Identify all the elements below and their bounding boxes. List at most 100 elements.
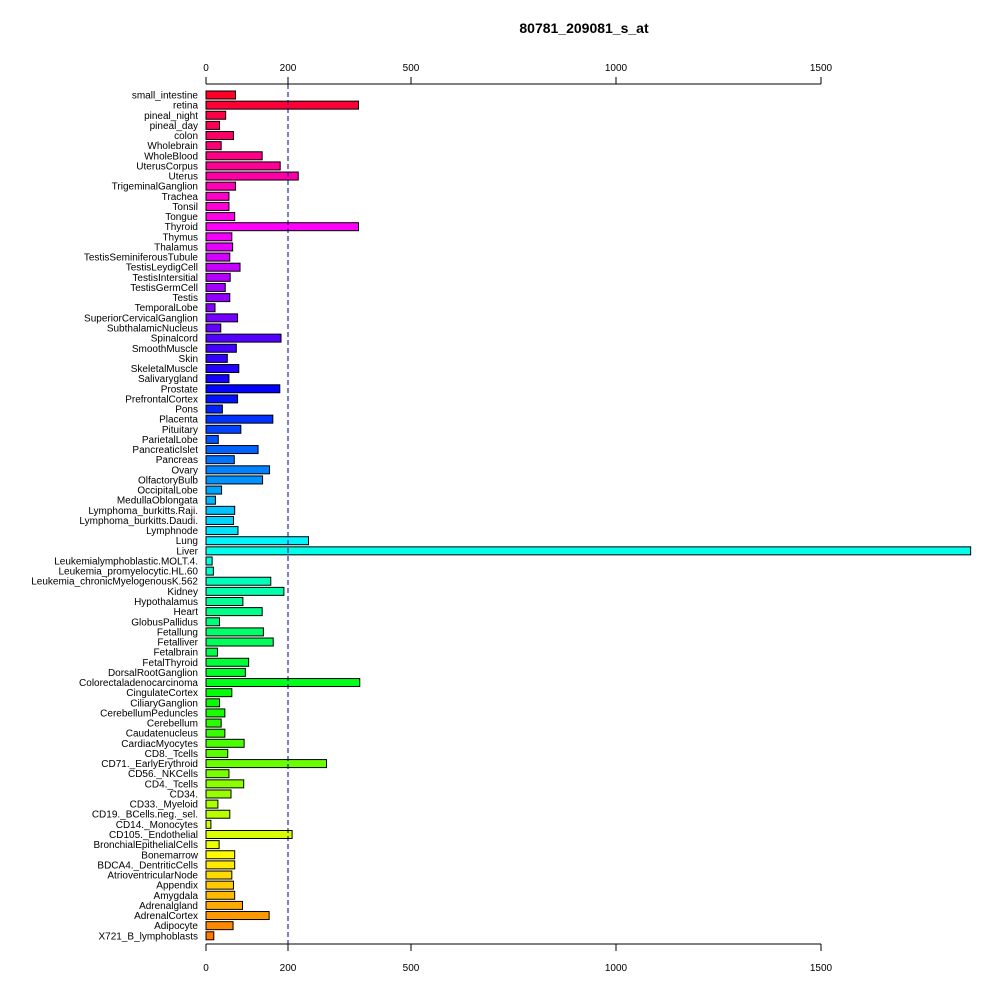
bar bbox=[205, 637, 274, 647]
category-label: CD14._Monocytes bbox=[116, 820, 198, 831]
category-label: pineal_day bbox=[150, 121, 198, 132]
bar bbox=[205, 110, 227, 120]
bar bbox=[205, 333, 282, 343]
category-label: AtrioventricularNode bbox=[107, 871, 198, 882]
category-label: Tonsil bbox=[172, 202, 198, 213]
category-label: TestisGermCell bbox=[130, 283, 198, 294]
category-label: retina bbox=[173, 101, 198, 112]
bar bbox=[205, 232, 233, 242]
tick-label: 1500 bbox=[810, 63, 833, 74]
tick-label: 500 bbox=[403, 963, 420, 974]
category-label: Lymphnode bbox=[146, 526, 198, 537]
bar bbox=[205, 698, 221, 708]
bar-series bbox=[205, 90, 972, 941]
category-label: OlfactoryBulb bbox=[138, 475, 198, 486]
category-label: CD71._EarlyErythroid bbox=[101, 759, 198, 770]
bar bbox=[205, 627, 264, 637]
category-label: SubthalamicNucleus bbox=[107, 323, 198, 334]
bar bbox=[205, 900, 243, 910]
category-label: CerebellumPeduncles bbox=[100, 708, 198, 719]
category-label: Amygdala bbox=[154, 891, 199, 902]
bar bbox=[205, 556, 213, 566]
category-label: Hypothalamus bbox=[134, 597, 198, 608]
bar bbox=[205, 678, 361, 688]
bar bbox=[205, 819, 212, 829]
category-label: Thyroid bbox=[165, 222, 198, 233]
category-label: Pituitary bbox=[162, 425, 198, 436]
category-label: Testis bbox=[172, 293, 198, 304]
bar bbox=[205, 141, 222, 151]
bar bbox=[205, 171, 299, 181]
bar bbox=[205, 374, 230, 384]
bar bbox=[205, 505, 236, 515]
chart-title: 80781_209081_s_at bbox=[519, 20, 649, 36]
category-label: pineal_night bbox=[144, 111, 198, 122]
category-label: TrigeminalGanglion bbox=[112, 182, 198, 193]
category-label: Lung bbox=[176, 536, 198, 547]
bar bbox=[205, 272, 231, 282]
bar bbox=[205, 90, 237, 100]
category-label: Appendix bbox=[156, 881, 198, 892]
bar bbox=[205, 120, 221, 130]
category-label: Leukemia_chronicMyelogenousK.562 bbox=[31, 577, 198, 588]
bar bbox=[205, 769, 230, 779]
category-label: Thalamus bbox=[154, 242, 198, 253]
category-label: small_intestine bbox=[132, 91, 199, 102]
category-label: Fetallung bbox=[157, 627, 198, 638]
category-label: ParietalLobe bbox=[142, 435, 199, 446]
category-label: Liver bbox=[176, 546, 198, 557]
bar bbox=[205, 364, 240, 374]
category-label: CD8._Tcells bbox=[145, 749, 198, 760]
bar bbox=[205, 343, 237, 353]
category-label: BronchialEpithelialCells bbox=[94, 840, 199, 851]
bottom-x-axis: 0 200 500 1000 1500 bbox=[203, 943, 833, 974]
category-label: CD105._Endothelial bbox=[109, 830, 198, 841]
category-label: Thymus bbox=[162, 232, 198, 243]
category-label: Fetalliver bbox=[157, 638, 198, 649]
category-label: Ovary bbox=[171, 465, 198, 476]
category-label: Leukemialymphoblastic.MOLT.4. bbox=[54, 556, 198, 567]
category-label: Fetalbrain bbox=[154, 648, 198, 659]
bar bbox=[205, 455, 235, 465]
bar bbox=[205, 495, 216, 505]
bar bbox=[205, 566, 214, 576]
top-x-axis: 0 200 500 1000 1500 bbox=[203, 63, 833, 85]
bar bbox=[205, 890, 236, 900]
bar bbox=[205, 465, 271, 475]
bar bbox=[205, 809, 231, 819]
bar bbox=[205, 222, 360, 232]
category-label: Placenta bbox=[159, 415, 198, 426]
bar bbox=[205, 586, 285, 596]
category-label: Adipocyte bbox=[154, 921, 198, 932]
category-label: PrefrontalCortex bbox=[125, 394, 198, 405]
category-label: OccipitalLobe bbox=[137, 486, 198, 497]
bar bbox=[205, 313, 239, 323]
bar bbox=[205, 485, 223, 495]
category-labels: small_intestineretinapineal_nightpineal_… bbox=[31, 91, 199, 943]
bar bbox=[205, 262, 241, 272]
bar bbox=[205, 921, 234, 931]
bar bbox=[205, 738, 245, 748]
category-label: UterusCorpus bbox=[136, 161, 198, 172]
bar bbox=[205, 607, 263, 617]
category-label: Kidney bbox=[167, 587, 198, 598]
bar bbox=[205, 759, 328, 769]
category-label: BDCA4._DentriticCells bbox=[97, 860, 198, 871]
bar bbox=[205, 424, 242, 434]
category-label: Leukemia_promyelocytic.HL.60 bbox=[58, 567, 198, 578]
bar bbox=[205, 526, 239, 536]
bar bbox=[205, 597, 244, 606]
bar bbox=[205, 323, 222, 333]
tick-label: 1500 bbox=[810, 963, 833, 974]
bar bbox=[205, 303, 216, 313]
bar bbox=[205, 242, 234, 252]
bar bbox=[205, 201, 230, 211]
bar bbox=[205, 536, 309, 546]
bar bbox=[205, 576, 272, 586]
tick-label: 200 bbox=[280, 963, 297, 974]
category-label: Lymphoma_burkitts.Daudi. bbox=[79, 516, 198, 527]
category-label: Pancreas bbox=[156, 455, 198, 466]
tick-label: 1000 bbox=[605, 963, 628, 974]
category-label: SmoothMuscle bbox=[132, 344, 199, 355]
